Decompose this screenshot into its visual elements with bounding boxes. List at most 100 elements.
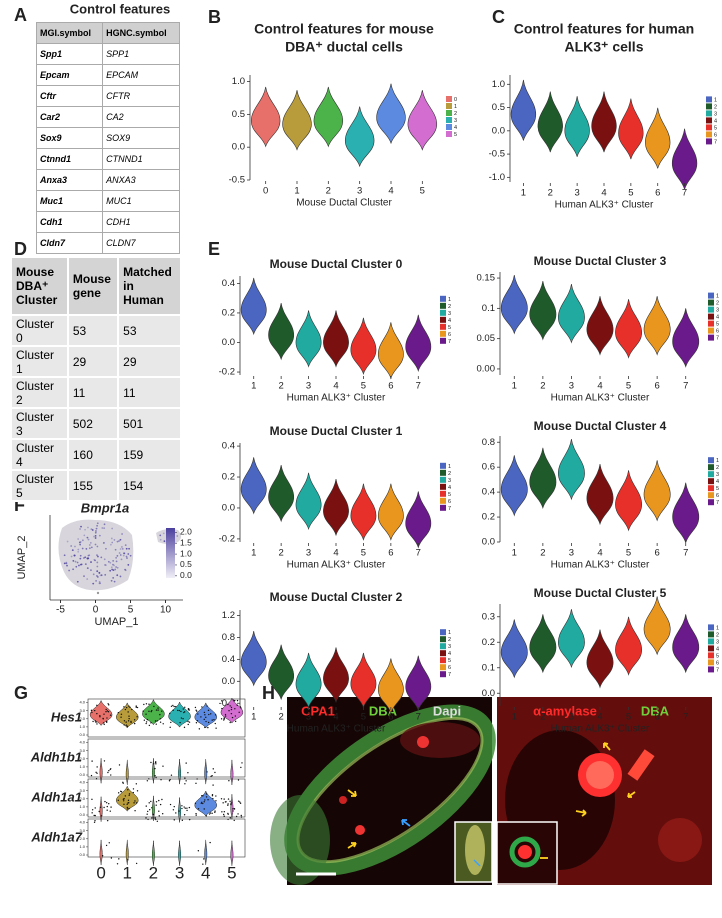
violin bbox=[643, 460, 671, 522]
cell-dot bbox=[200, 802, 202, 805]
cell-dot bbox=[72, 568, 75, 571]
y-tick-label: 0.3 bbox=[482, 611, 495, 622]
cell-dot bbox=[81, 539, 84, 542]
legend-label: 2 bbox=[716, 301, 719, 307]
cell-dot bbox=[100, 556, 103, 559]
legend-label: 4 bbox=[448, 318, 451, 324]
cell-dot bbox=[103, 541, 105, 544]
cell-dot bbox=[101, 527, 104, 529]
x-tick-label: 5 bbox=[626, 712, 631, 723]
x-tick-label: 2 bbox=[548, 188, 553, 199]
x-tick-label: 1 bbox=[251, 381, 256, 392]
cell-dot bbox=[125, 555, 128, 558]
legend-label: 1 bbox=[454, 104, 457, 110]
cell-dot bbox=[143, 719, 146, 721]
cell-dot bbox=[205, 793, 208, 795]
header-cell: MGI.symbol bbox=[35, 22, 104, 44]
violin bbox=[376, 83, 406, 145]
legend-swatch bbox=[706, 138, 712, 145]
cell-dot bbox=[94, 531, 97, 534]
header-cell: Mouse gene bbox=[66, 256, 120, 316]
row-frame bbox=[87, 698, 246, 738]
cell-dot bbox=[96, 712, 98, 715]
legend-label: 6 bbox=[716, 493, 719, 499]
legend-swatch bbox=[708, 638, 714, 645]
chart-title: Bmpr1a bbox=[81, 500, 129, 515]
cell-dot bbox=[128, 794, 130, 796]
cell-dot bbox=[128, 705, 130, 707]
cell-dot bbox=[187, 771, 189, 774]
cell-dot bbox=[123, 803, 125, 806]
cell-dot bbox=[124, 795, 127, 797]
cell-dot bbox=[95, 527, 98, 530]
cell-dot bbox=[103, 760, 106, 762]
legend-label: 2 bbox=[448, 637, 451, 643]
x-tick-label: -5 bbox=[56, 605, 65, 616]
cell-dot bbox=[86, 567, 89, 570]
y-tick-label: 0.4 bbox=[222, 278, 235, 289]
legend-swatch bbox=[706, 96, 712, 103]
legend-swatch bbox=[708, 659, 714, 666]
cell-dot bbox=[63, 554, 66, 557]
cell-dot bbox=[214, 722, 216, 725]
cell-dot bbox=[146, 718, 149, 721]
cell-dot bbox=[196, 719, 199, 722]
cell-dot bbox=[129, 706, 131, 709]
legend-label: 1 bbox=[714, 97, 717, 103]
cell-dot bbox=[90, 709, 93, 712]
legend-swatch bbox=[440, 295, 446, 302]
cell-dot bbox=[156, 820, 159, 822]
cell-dot bbox=[211, 719, 213, 721]
colorbar-label: 0.0 bbox=[180, 570, 192, 580]
cell-dot bbox=[79, 557, 82, 560]
x-tick-label: 5 bbox=[626, 381, 631, 392]
violin bbox=[586, 629, 614, 689]
cell-dot bbox=[87, 557, 90, 560]
panel-label: D bbox=[14, 239, 27, 259]
table-cell: Cldn7 bbox=[35, 232, 104, 254]
table-cell: 11 bbox=[66, 376, 120, 409]
table-cell: CA2 bbox=[102, 106, 180, 128]
cell-dot bbox=[150, 722, 152, 724]
stain-label: DBA bbox=[641, 703, 670, 718]
table-row: Spp1 SPP1 bbox=[35, 43, 180, 65]
cell-dot bbox=[233, 819, 235, 822]
y-tick-label: 0.0 bbox=[232, 142, 245, 153]
cell-dot bbox=[96, 772, 98, 774]
violin bbox=[350, 483, 377, 541]
cell-dot bbox=[150, 761, 152, 764]
y-tick-label: 4.0 bbox=[79, 700, 85, 705]
control-features-table: MGI.symbol HGNC.symbol Spp1 SPP1 Epcam EPCAM C… bbox=[35, 22, 180, 254]
table-cell: 160 bbox=[66, 438, 120, 471]
cell-dot bbox=[172, 809, 175, 811]
cell-dot bbox=[159, 713, 161, 716]
cell-dot bbox=[237, 813, 239, 815]
x-tick-label: 6 bbox=[388, 548, 393, 559]
y-tick-label: 2.0 bbox=[79, 796, 85, 801]
cell-dot bbox=[96, 575, 98, 577]
cell-dot bbox=[162, 723, 164, 725]
cell-dot bbox=[222, 802, 224, 804]
cell-dot bbox=[159, 538, 162, 541]
cell-dot bbox=[187, 709, 190, 711]
legend-swatch bbox=[708, 292, 714, 299]
cell-dot bbox=[90, 546, 93, 549]
table-cell: CFTR bbox=[102, 85, 180, 107]
cell-dot bbox=[200, 716, 202, 718]
cell-dot bbox=[224, 715, 227, 717]
cell-dot bbox=[96, 524, 99, 527]
cell-dot bbox=[209, 841, 211, 844]
x-tick-label: 7 bbox=[416, 712, 421, 723]
y-tick-label: 1.2 bbox=[222, 610, 235, 621]
cell-dot bbox=[212, 768, 214, 770]
cell-dot bbox=[93, 709, 96, 712]
cell-dot bbox=[123, 552, 125, 555]
x-tick-label: 3 bbox=[306, 381, 311, 392]
legend-swatch bbox=[440, 302, 446, 309]
legend-swatch bbox=[440, 497, 446, 504]
cell-dot bbox=[132, 791, 135, 794]
cell-dot bbox=[230, 706, 233, 709]
cell-dot bbox=[215, 795, 217, 797]
x-tick-label: 3 bbox=[306, 548, 311, 559]
legend-label: 4 bbox=[716, 646, 719, 652]
